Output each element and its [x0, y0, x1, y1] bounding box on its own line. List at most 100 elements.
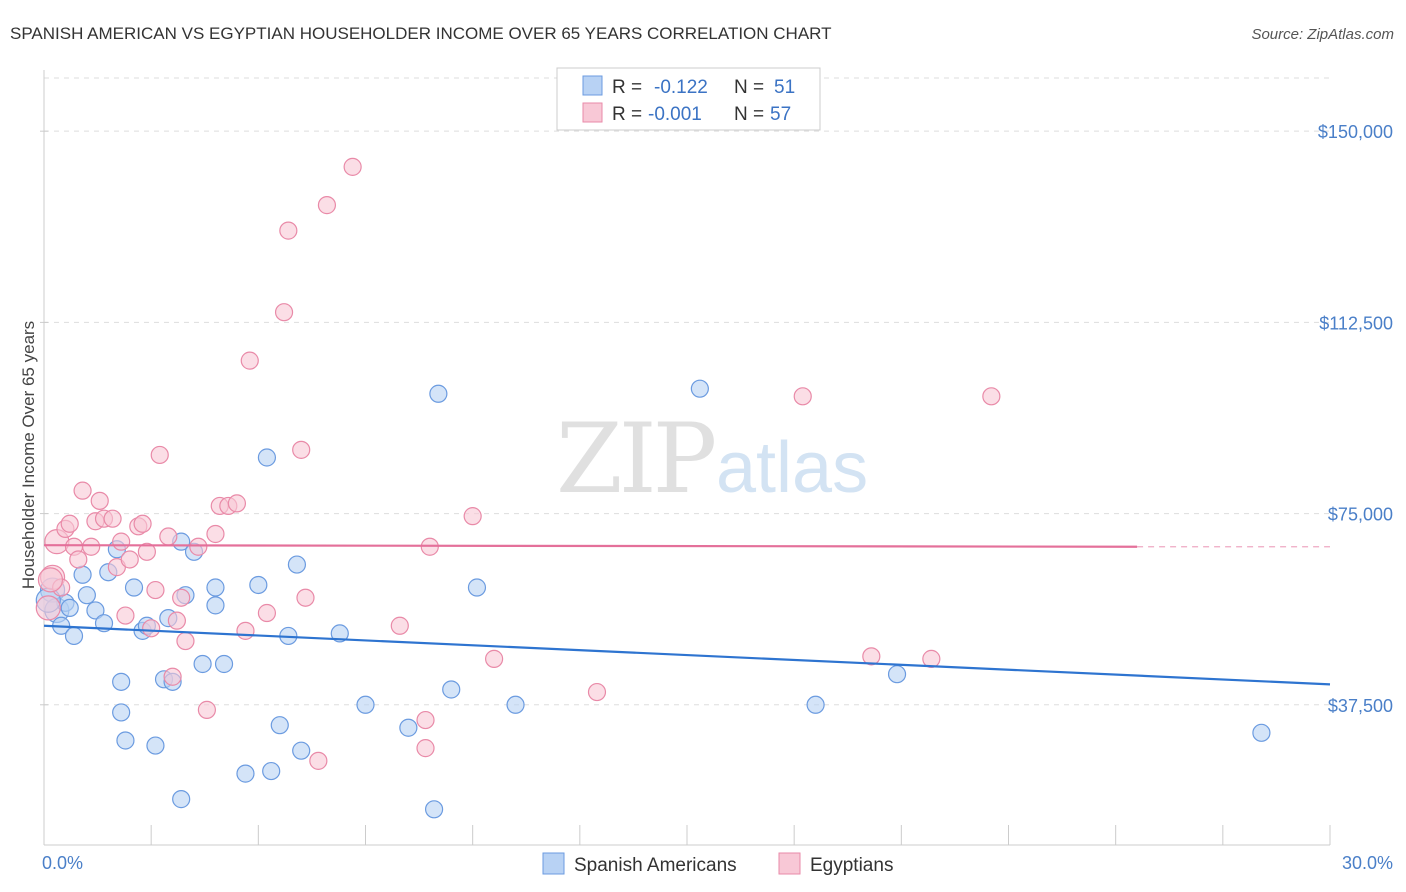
bottom-legend-swatch-spanish — [542, 852, 565, 875]
legend-swatch-egyptian — [582, 102, 603, 123]
egyptian-point-0 — [35, 595, 61, 621]
legend-n-value-egyptian: 57 — [770, 104, 791, 125]
bottom-legend-label-spanish: Spanish Americans — [574, 855, 737, 876]
spanish-point-26 — [193, 654, 212, 674]
egyptian-point-46 — [416, 739, 435, 758]
chart-source: Source: ZipAtlas.com — [1251, 26, 1394, 43]
spanish-point-32 — [257, 448, 277, 467]
spanish-point-34 — [270, 716, 289, 735]
spanish-point-18 — [146, 736, 165, 755]
egyptian-point-17 — [120, 550, 139, 569]
egyptian-point-42 — [309, 751, 328, 770]
grid-lines — [44, 77, 1330, 706]
egyptian-point-24 — [159, 527, 178, 546]
egyptian-point-40 — [292, 440, 311, 459]
y-axis-label: Householder Income Over 65 years — [19, 321, 38, 589]
spanish-point-38 — [330, 624, 349, 643]
egyptian-point-7 — [69, 550, 88, 569]
trend-line-egyptian — [43, 544, 1138, 548]
trend-line-spanish — [43, 624, 1331, 686]
egyptian-point-13 — [103, 509, 122, 528]
egyptian-point-53 — [862, 647, 881, 666]
egyptian-point-19 — [133, 514, 152, 533]
spanish-point-45 — [506, 695, 525, 714]
legend-r-value-egyptian: -0.001 — [648, 104, 702, 125]
spanish-point-29 — [214, 654, 234, 674]
egyptian-point-15 — [112, 532, 131, 551]
spanish-point-5 — [64, 626, 84, 646]
legend-n-label-spanish: N = — [734, 77, 764, 98]
egyptian-point-37 — [257, 603, 277, 623]
egyptian-point-49 — [463, 507, 482, 526]
spanish-point-44 — [467, 578, 487, 597]
egyptian-point-22 — [146, 580, 165, 600]
egyptian-point-28 — [176, 631, 195, 651]
egyptian-point-38 — [274, 303, 294, 322]
legend-n-value-spanish: 51 — [774, 77, 795, 98]
watermark-zip: ZIP — [556, 403, 715, 515]
legend-swatch-spanish — [582, 75, 603, 96]
egyptian-point-55 — [982, 387, 1001, 406]
watermark: ZIP atlas — [556, 403, 868, 515]
egyptian-point-43 — [317, 196, 337, 215]
egyptian-point-51 — [587, 682, 607, 702]
egyptian-point-21 — [142, 619, 161, 638]
y-tick-label-2: $112,500 — [1319, 313, 1393, 333]
bottom-legend-label-egyptian: Egyptians — [810, 855, 893, 876]
spanish-point-49 — [1252, 723, 1271, 742]
x-tick-label-0: 0.0% — [42, 853, 83, 873]
spanish-point-40 — [399, 718, 418, 737]
egyptian-point-31 — [206, 524, 225, 544]
egyptian-point-41 — [296, 588, 315, 607]
egyptian-point-50 — [485, 649, 504, 668]
egyptian-point-5 — [60, 514, 79, 533]
egyptian-point-8 — [73, 481, 92, 500]
egyptian-point-36 — [240, 351, 259, 370]
spanish-point-27 — [206, 596, 225, 615]
correlation-legend: R = -0.122 N = 51 R = -0.001 N = 57 — [556, 67, 821, 131]
egyptian-point-26 — [167, 611, 186, 630]
series-legend: Spanish Americans Egyptians — [542, 852, 893, 876]
axes — [40, 70, 1331, 846]
spanish-point-15 — [124, 578, 144, 597]
egyptian-point-35 — [236, 621, 255, 640]
spanish-point-37 — [292, 741, 311, 760]
egyptian-point-44 — [343, 157, 362, 176]
egyptian-point-11 — [90, 491, 109, 510]
egyptian-point-20 — [137, 542, 156, 561]
y-tick-label-1: $75,000 — [1328, 505, 1393, 525]
spanish-point-13 — [112, 672, 131, 691]
legend-r-label-spanish: R = — [612, 77, 642, 98]
spanish-point-39 — [356, 695, 375, 714]
y-tick-label-3: $150,000 — [1318, 122, 1393, 142]
spanish-point-7 — [77, 586, 96, 605]
watermark-atlas: atlas — [716, 428, 868, 508]
legend-r-label-egyptian: R = — [612, 104, 642, 125]
chart-title: SPANISH AMERICAN VS EGYPTIAN HOUSEHOLDER… — [10, 24, 832, 43]
y-tick-labels: $37,500 $75,000 $112,500 $150,000 — [1318, 122, 1393, 716]
spanish-point-43 — [442, 680, 461, 699]
spanish-point-8 — [86, 601, 105, 620]
spanish-point-12 — [112, 703, 131, 722]
spanish-point-14 — [116, 731, 135, 750]
egyptian-point-34 — [227, 494, 246, 513]
egyptian-point-54 — [922, 649, 941, 668]
spanish-point-30 — [236, 764, 255, 783]
spanish-point-28 — [206, 578, 225, 597]
egyptian-point-29 — [189, 537, 208, 556]
spanish-point-4 — [60, 598, 79, 618]
egyptian-point-9 — [82, 537, 101, 556]
y-tick-label-0: $37,500 — [1328, 696, 1393, 716]
spanish-point-41 — [424, 800, 444, 819]
series-egyptians-points — [35, 157, 1001, 770]
egyptian-point-16 — [116, 606, 135, 625]
spanish-point-36 — [287, 555, 307, 574]
spanish-point-22 — [172, 790, 191, 809]
egyptian-point-27 — [172, 588, 191, 607]
legend-r-value-spanish: -0.122 — [654, 77, 708, 98]
bottom-legend-swatch-egyptian — [778, 852, 801, 875]
egyptian-point-39 — [279, 221, 298, 240]
egyptian-point-30 — [197, 700, 216, 719]
spanish-point-33 — [262, 761, 281, 781]
